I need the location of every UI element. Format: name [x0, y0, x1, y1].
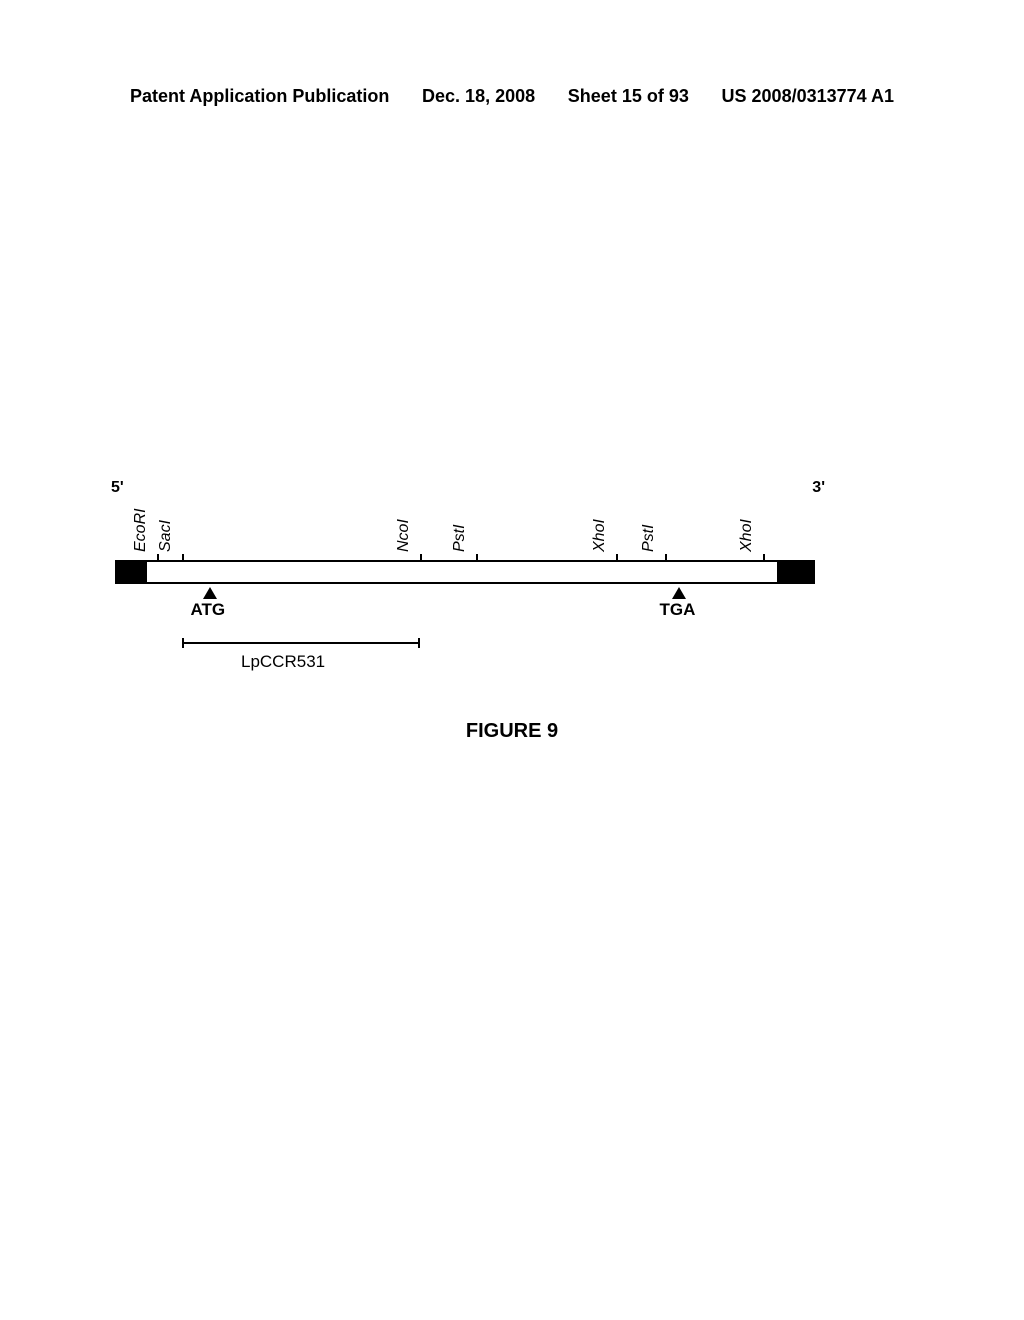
utr-5prime [115, 560, 147, 584]
site-tick [763, 554, 765, 560]
site-tick [665, 554, 667, 560]
site-label: EcoRI [132, 508, 150, 552]
bracket-right-end [418, 638, 420, 648]
site-label: PstI [640, 524, 658, 552]
codon-label: ATG [191, 600, 226, 620]
site-tick [476, 554, 478, 560]
pub-type: Patent Application Publication [130, 86, 389, 107]
gene-bar: EcoRISacINcoIPstIXhoIPstIXhoI ATGTGA [115, 560, 815, 584]
orf-region [147, 560, 777, 584]
fragment-label: LpCCR531 [241, 652, 325, 672]
page-header: Patent Application Publication Dec. 18, … [0, 86, 1024, 107]
fragment-bracket [182, 638, 420, 648]
bracket-line [182, 642, 420, 644]
site-tick [616, 554, 618, 560]
triangle-up-icon [672, 587, 686, 599]
site-label: SacI [157, 520, 175, 552]
pub-date: Dec. 18, 2008 [422, 86, 535, 107]
site-label: NcoI [395, 519, 413, 552]
utr-3prime [777, 560, 816, 584]
figure-caption: FIGURE 9 [0, 720, 1024, 743]
site-label: PstI [451, 524, 469, 552]
three-prime-label: 3' [812, 479, 825, 497]
five-prime-label: 5' [111, 479, 124, 497]
site-label: XhoI [738, 519, 756, 552]
triangle-up-icon [203, 587, 217, 599]
site-tick [157, 554, 159, 560]
site-tick [420, 554, 422, 560]
site-label: XhoI [591, 519, 609, 552]
codon-label: TGA [660, 600, 696, 620]
sheet-number: Sheet 15 of 93 [568, 86, 689, 107]
pub-number: US 2008/0313774 A1 [722, 86, 894, 107]
site-tick [182, 554, 184, 560]
